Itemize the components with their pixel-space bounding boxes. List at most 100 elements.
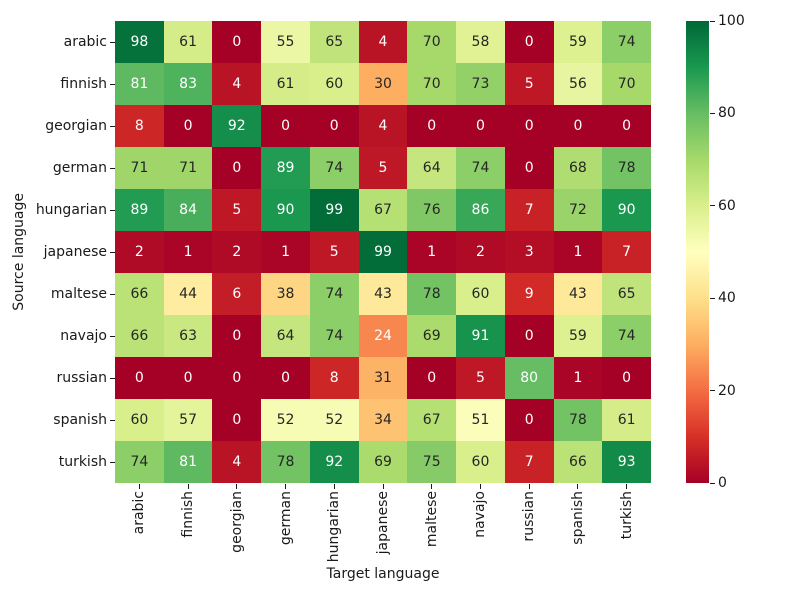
x-tick-label: finnish <box>180 491 197 538</box>
heatmap-cell: 51 <box>456 399 505 441</box>
y-tick-mark <box>110 419 115 421</box>
x-axis-label: Target language <box>326 566 440 582</box>
y-tick-label: arabic <box>63 34 107 50</box>
heatmap-cell: 0 <box>163 105 213 147</box>
heatmap-cell: 98 <box>115 21 164 63</box>
heatmap-cell: 74 <box>456 147 505 189</box>
x-tick-mark <box>285 484 287 489</box>
heatmap-cell: 44 <box>163 273 213 315</box>
heatmap-cell: 60 <box>115 399 164 441</box>
x-tick-mark <box>479 484 481 489</box>
heatmap-cell: 74 <box>602 21 651 63</box>
heatmap-cell: 75 <box>407 441 457 483</box>
y-tick-label: navajo <box>60 328 107 344</box>
heatmap-cell: 92 <box>212 105 262 147</box>
x-tick-mark <box>333 484 335 489</box>
heatmap-cell: 0 <box>504 147 554 189</box>
heatmap-cell: 7 <box>504 441 554 483</box>
x-tick-mark <box>577 484 579 489</box>
heatmap-cell: 67 <box>358 189 408 231</box>
heatmap-cell: 0 <box>504 105 554 147</box>
heatmap-cell: 89 <box>261 147 310 189</box>
y-tick-mark <box>110 83 115 85</box>
heatmap-cell: 66 <box>115 273 164 315</box>
colorbar-tick-label: 80 <box>718 105 736 122</box>
heatmap-cell: 7 <box>504 189 554 231</box>
heatmap-cell: 60 <box>456 441 505 483</box>
colorbar-tick-mark <box>710 205 715 207</box>
x-tick-label: georgian <box>228 491 245 553</box>
x-tick-mark <box>187 484 189 489</box>
heatmap-cell: 4 <box>358 21 408 63</box>
y-tick-mark <box>110 41 115 43</box>
colorbar-tick-label: 60 <box>718 197 736 214</box>
x-tick-label: arabic <box>131 491 148 535</box>
heatmap-cell: 0 <box>504 21 554 63</box>
heatmap-cell: 31 <box>358 357 408 399</box>
heatmap-cell: 78 <box>553 399 603 441</box>
heatmap-cell: 89 <box>115 189 164 231</box>
heatmap-cell: 60 <box>309 63 359 105</box>
heatmap-cell: 3 <box>504 231 554 273</box>
heatmap-cell: 59 <box>553 21 603 63</box>
heatmap-cell: 70 <box>602 63 651 105</box>
colorbar-tick-mark <box>710 482 715 484</box>
colorbar-tick-mark <box>710 20 715 22</box>
x-tick-mark <box>236 484 238 489</box>
heatmap-cell: 86 <box>456 189 505 231</box>
heatmap-cell: 0 <box>212 357 262 399</box>
heatmap-cell: 74 <box>309 273 359 315</box>
y-tick-label: turkish <box>58 454 107 470</box>
heatmap-cell: 71 <box>163 147 213 189</box>
heatmap-cell: 56 <box>553 63 603 105</box>
y-tick-label: russian <box>56 370 107 386</box>
x-tick-label: turkish <box>618 491 635 540</box>
y-tick-mark <box>110 293 115 295</box>
heatmap-cell: 99 <box>358 231 408 273</box>
x-tick-label: hungarian <box>326 491 343 563</box>
heatmap-cell: 0 <box>553 105 603 147</box>
colorbar-tick-mark <box>710 112 715 114</box>
x-tick-mark <box>382 484 384 489</box>
y-tick-label: maltese <box>50 286 107 302</box>
heatmap-cell: 63 <box>163 315 213 357</box>
colorbar-tick-mark <box>710 297 715 299</box>
y-tick-label: german <box>52 160 107 176</box>
heatmap-cell: 90 <box>261 189 310 231</box>
y-tick-label: hungarian <box>35 202 107 218</box>
heatmap-cell: 0 <box>212 21 262 63</box>
heatmap-cell: 99 <box>309 189 359 231</box>
heatmap-cell: 71 <box>115 147 164 189</box>
heatmap-cell: 1 <box>553 231 603 273</box>
heatmap-cell: 58 <box>456 21 505 63</box>
y-tick-mark <box>110 335 115 337</box>
heatmap-cell: 9 <box>504 273 554 315</box>
heatmap-cell: 0 <box>163 357 213 399</box>
heatmap-cell: 61 <box>261 63 310 105</box>
heatmap-cell: 52 <box>261 399 310 441</box>
heatmap-grid: 98 61 0 55 65 4 70 58 0 59 74 81 83 4 61 60 30 70 73 5 56 70 8… <box>115 21 651 483</box>
heatmap-cell: 61 <box>602 399 651 441</box>
heatmap-cell: 74 <box>309 147 359 189</box>
heatmap-cell: 66 <box>115 315 164 357</box>
heatmap-cell: 90 <box>602 189 651 231</box>
y-tick-label: finnish <box>60 76 107 92</box>
heatmap-cell: 38 <box>261 273 310 315</box>
heatmap-cell: 1 <box>261 231 310 273</box>
heatmap-cell: 5 <box>456 357 505 399</box>
heatmap-cell: 80 <box>504 357 554 399</box>
heatmap-cell: 74 <box>309 315 359 357</box>
heatmap-cell: 84 <box>163 189 213 231</box>
heatmap-cell: 7 <box>602 231 651 273</box>
heatmap-cell: 60 <box>456 273 505 315</box>
heatmap-cell: 0 <box>602 357 651 399</box>
heatmap-cell: 92 <box>309 441 359 483</box>
heatmap-cell: 0 <box>212 147 262 189</box>
y-tick-label: georgian <box>45 118 107 134</box>
colorbar <box>686 21 709 483</box>
heatmap-cell: 74 <box>115 441 164 483</box>
heatmap-cell: 0 <box>115 357 164 399</box>
x-tick-label: navajo <box>472 491 489 538</box>
heatmap-cell: 70 <box>407 63 457 105</box>
heatmap-cell: 2 <box>456 231 505 273</box>
